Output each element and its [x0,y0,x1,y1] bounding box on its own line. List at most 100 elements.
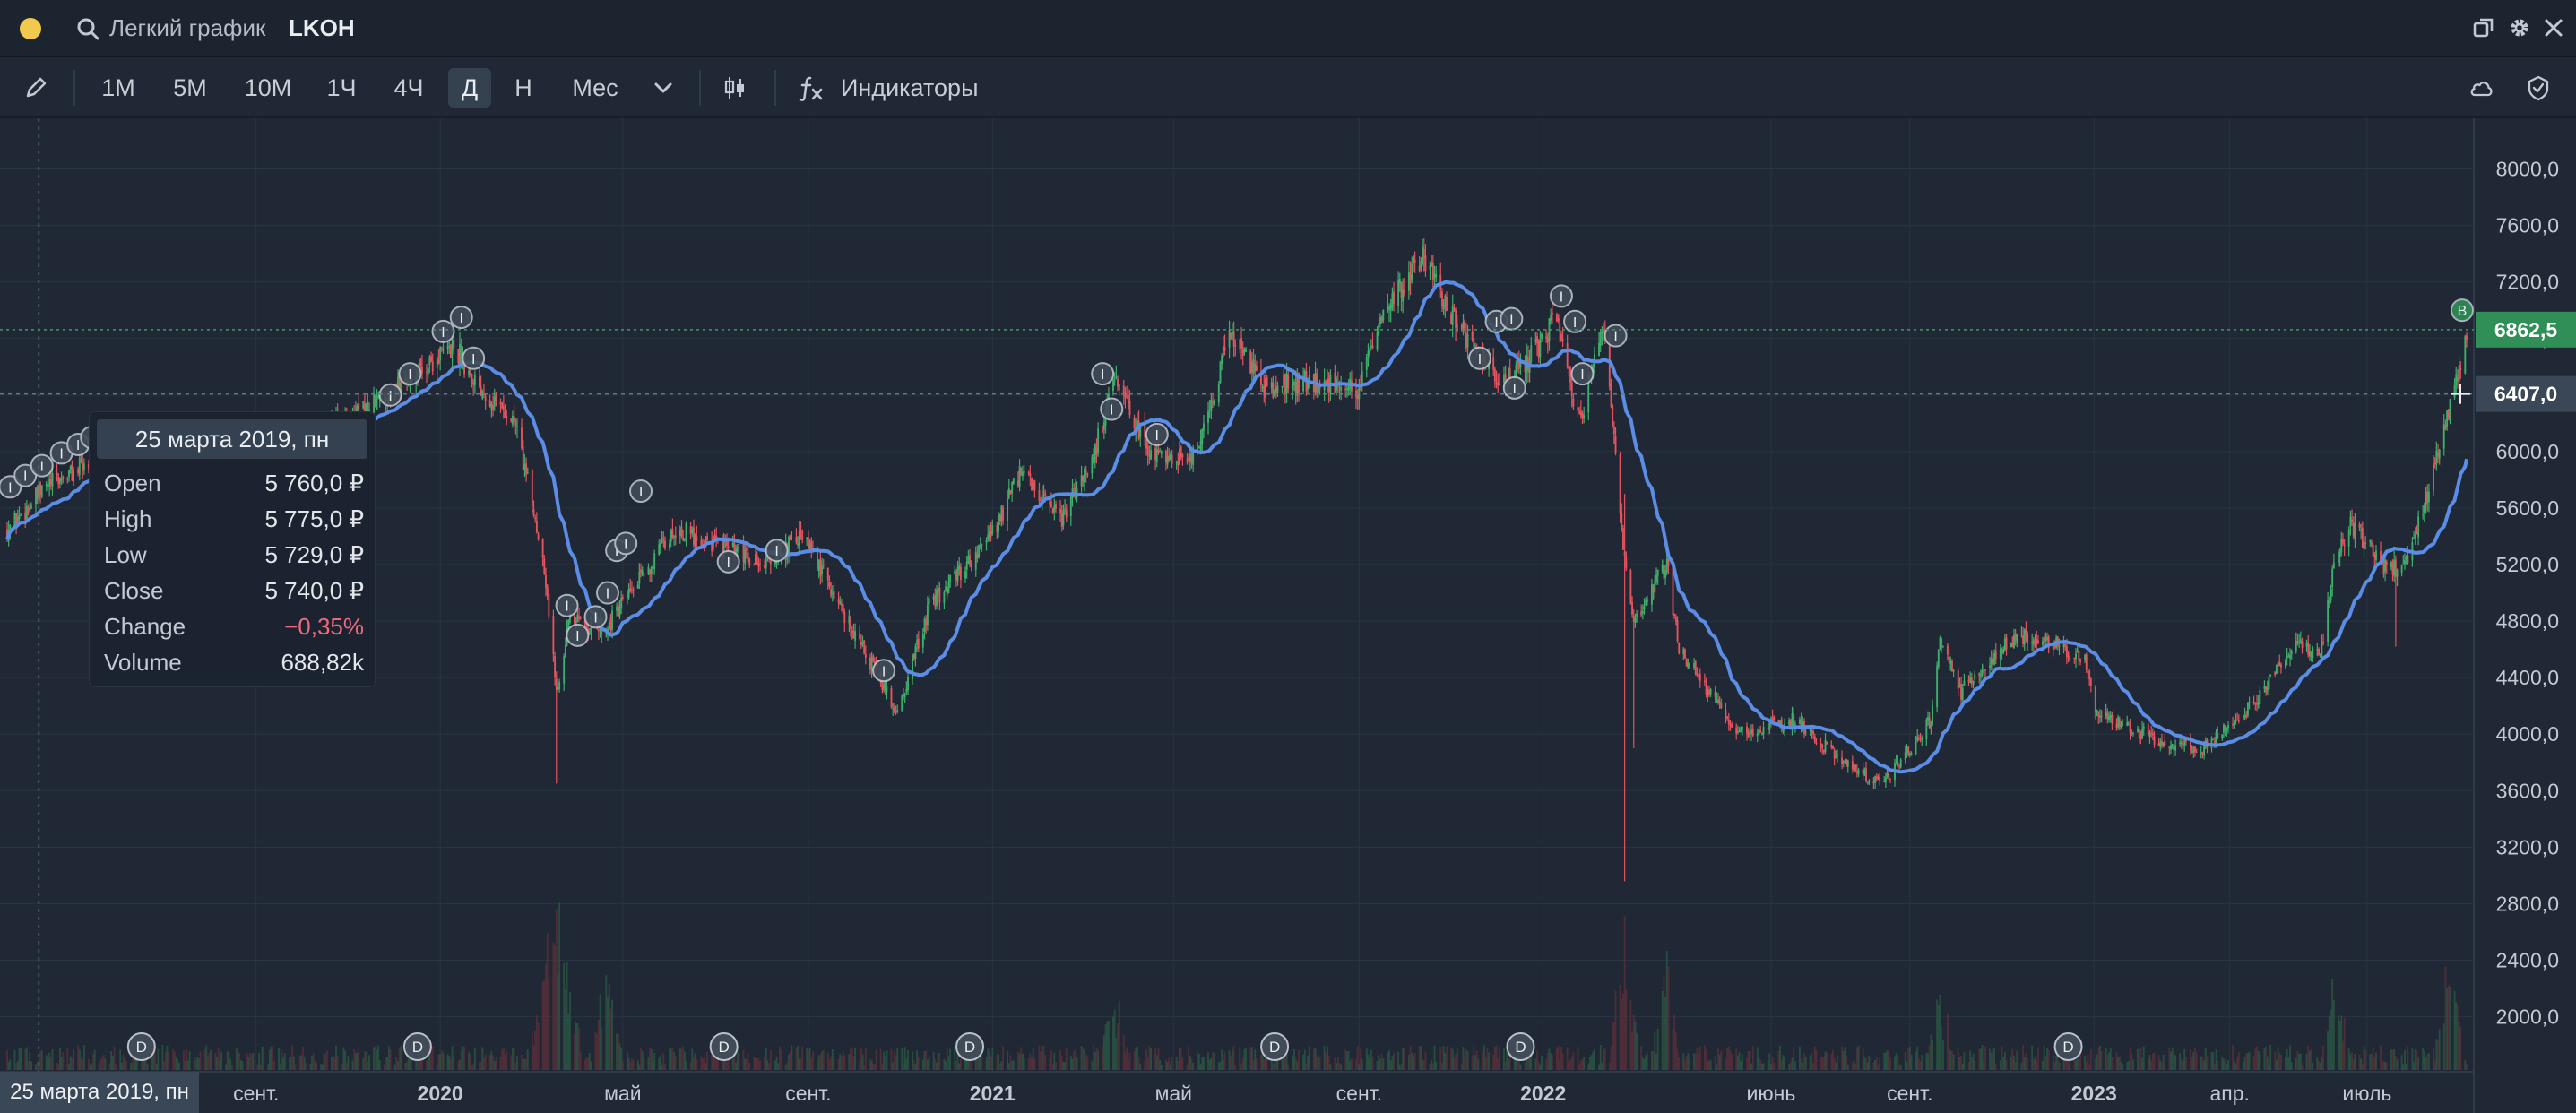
price-axis[interactable]: 8000,07600,07200,06800,06400,06000,05600… [2496,157,2559,1028]
volume-bar [1791,1057,1794,1070]
news-marker[interactable]: I [614,531,638,556]
news-marker[interactable]: I [378,383,402,407]
dividend-marker[interactable]: D [955,1032,985,1061]
volume-bar [943,1058,946,1070]
popout-window-icon[interactable] [2470,14,2497,41]
candle-body [2141,729,2144,739]
news-marker[interactable]: I [1570,362,1595,386]
news-marker[interactable]: I [431,319,455,343]
news-marker[interactable]: I [555,593,579,617]
volume-bar [1223,1052,1226,1070]
news-marker[interactable]: I [872,659,896,683]
volume-bar [1841,1046,1843,1070]
candle [1716,691,1718,703]
volume-bar [806,1048,808,1070]
news-marker[interactable]: I [462,346,486,370]
candle [680,520,683,539]
candle [1250,352,1253,382]
news-marker[interactable]: I [629,479,653,504]
news-marker[interactable]: I [1500,306,1524,331]
candle-body [2127,723,2130,725]
dividend-marker[interactable]: D [1260,1032,1290,1061]
candle-body [362,401,365,409]
dividend-marker[interactable]: D [126,1032,156,1061]
volume-bar [1703,1045,1706,1070]
dividend-marker[interactable]: D [2053,1032,2083,1061]
volume-bar [1651,1051,1653,1070]
marker-circle [1549,284,1573,308]
window-control-dot[interactable] [20,18,41,39]
chart-area[interactable]: IIIIIIIIIIIIIIIIIIIIIIIIIIIIIIIIB DDDDDD… [0,118,2576,1113]
volume-bar [1689,1057,1690,1070]
volume-bar [60,1057,63,1070]
timeframe-day-button[interactable]: Д [448,68,491,108]
candle [1846,758,1848,767]
news-marker[interactable]: I [566,623,590,647]
dividend-marker[interactable]: D [709,1032,739,1061]
candle-body [531,470,533,507]
volume-bar [1177,1061,1180,1070]
time-axis[interactable]: сент. 2020 май сент. 2021 май сент. 2022 июнь сен… [233,1082,2391,1105]
news-marker[interactable]: I [765,539,789,563]
volume-bar [1488,1052,1491,1070]
news-marker[interactable]: I [1091,362,1115,386]
buy-marker[interactable]: B [2450,298,2474,323]
news-marker[interactable]: I [1468,346,1492,370]
timeframe-4h-button[interactable]: 4Ч [393,74,424,101]
volume-bar [1963,1052,1966,1070]
candle [80,455,82,464]
candle-body [1451,306,1454,325]
indicators-fx-icon[interactable] [798,73,826,102]
candlestick-chart-type-icon[interactable] [721,73,749,102]
news-marker[interactable]: I [398,362,422,386]
volume-bar [768,1063,771,1070]
volume-bar [647,1057,650,1070]
news-marker[interactable]: I [1502,375,1526,400]
news-marker[interactable]: I [1604,324,1628,348]
search-icon[interactable] [75,16,100,41]
ticker-symbol[interactable]: LKOH [289,14,355,41]
cloud-icon[interactable] [2467,73,2495,102]
candle-body [2016,633,2018,643]
dividend-marker[interactable]: D [402,1032,432,1061]
volume-bar [879,1048,882,1070]
pencil-icon[interactable] [22,73,50,102]
timeframe-10m-button[interactable]: 10М [244,74,292,101]
timeframe-1h-button[interactable]: 1Ч [326,74,357,101]
candle-body [616,606,618,611]
candle-body [1118,383,1120,390]
dividend-marker[interactable]: D [1506,1032,1535,1061]
shield-check-icon[interactable] [2524,73,2553,102]
news-marker[interactable]: I [449,306,473,330]
candle [1378,323,1380,337]
timeframe-1m-button[interactable]: 1М [101,74,135,101]
timeframe-month-button[interactable]: Мес [572,74,618,101]
news-marker[interactable]: I [1100,397,1124,421]
candle [1735,723,1738,740]
candle-body [2022,635,2025,644]
news-markers[interactable]: IIIIIIIIIIIIIIIIIIIIIIIIIIIIIIIIB [0,284,2474,683]
news-marker[interactable]: I [1563,309,1587,333]
news-marker[interactable]: I [30,453,54,478]
news-marker[interactable]: I [716,549,740,574]
candle [1800,712,1802,733]
chevron-down-icon[interactable] [649,73,678,102]
candle-body [1862,769,1864,774]
indicators-button[interactable]: Индикаторы [841,74,979,101]
candle [2164,734,2166,748]
volume-bar [197,1058,200,1070]
volume-bar [2316,1057,2319,1070]
volume-bar [400,1045,402,1070]
news-marker[interactable]: I [596,581,620,605]
news-marker[interactable]: I [1145,422,1169,446]
news-marker[interactable]: I [1549,284,1573,308]
volume-bar [1736,1055,1739,1070]
news-marker[interactable]: I [583,605,608,629]
gear-icon[interactable] [2506,14,2533,41]
price-chart-canvas[interactable]: IIIIIIIIIIIIIIIIIIIIIIIIIIIIIIIIB DDDDDD… [0,118,2576,1113]
close-icon[interactable] [2540,14,2567,41]
timeframe-5m-button[interactable]: 5М [173,74,207,101]
timeframe-week-button[interactable]: Н [514,74,532,101]
candle-body [1699,673,1701,682]
